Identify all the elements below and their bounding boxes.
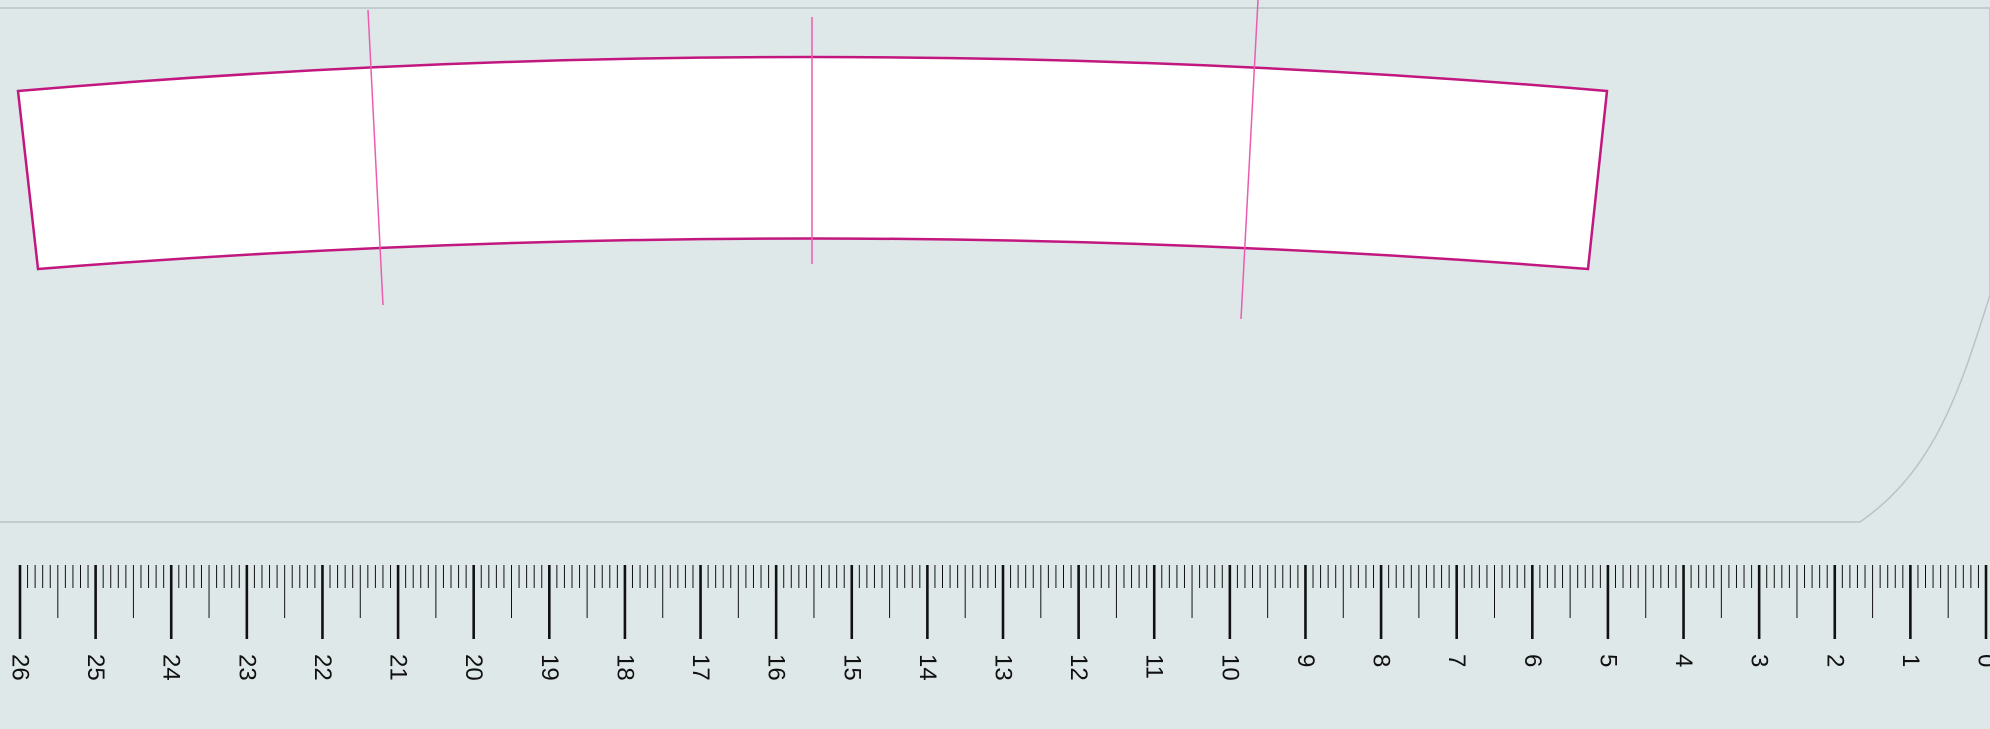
ruler-label: 1 bbox=[1897, 654, 1924, 667]
pattern-piece[interactable] bbox=[18, 0, 1607, 319]
ruler-label: 23 bbox=[233, 654, 260, 681]
ruler-label: 11 bbox=[1141, 654, 1168, 679]
ruler-label: 3 bbox=[1746, 654, 1773, 667]
ruler-label: 26 bbox=[7, 654, 34, 681]
ruler-label: 22 bbox=[309, 654, 336, 681]
ruler-label: 12 bbox=[1065, 654, 1092, 681]
ruler-label: 6 bbox=[1519, 654, 1546, 667]
ruler-label: 15 bbox=[838, 654, 865, 681]
ruler-label: 5 bbox=[1594, 654, 1621, 667]
ruler-label: 13 bbox=[990, 654, 1017, 681]
ruler-label: 14 bbox=[914, 654, 941, 681]
ruler-label: 10 bbox=[1216, 654, 1243, 681]
ruler-label: 25 bbox=[82, 654, 109, 681]
ruler: 0123456789101112131415161718192021222324… bbox=[7, 565, 1990, 681]
ruler-label: 19 bbox=[536, 654, 563, 681]
ruler-label: 16 bbox=[763, 654, 790, 681]
ruler-label: 17 bbox=[687, 654, 714, 681]
ruler-label: 0 bbox=[1973, 654, 1990, 667]
ruler-label: 8 bbox=[1368, 654, 1395, 667]
ruler-label: 21 bbox=[385, 654, 412, 681]
ruler-label: 7 bbox=[1443, 654, 1470, 667]
ruler-label: 9 bbox=[1292, 654, 1319, 667]
ruler-label: 18 bbox=[611, 654, 638, 681]
ruler-ticks bbox=[20, 565, 1986, 639]
ruler-label: 2 bbox=[1821, 654, 1848, 667]
ruler-label: 24 bbox=[158, 654, 185, 681]
ruler-label: 20 bbox=[460, 654, 487, 681]
ruler-label: 4 bbox=[1670, 654, 1697, 667]
ruler-labels: 0123456789101112131415161718192021222324… bbox=[7, 654, 1990, 681]
